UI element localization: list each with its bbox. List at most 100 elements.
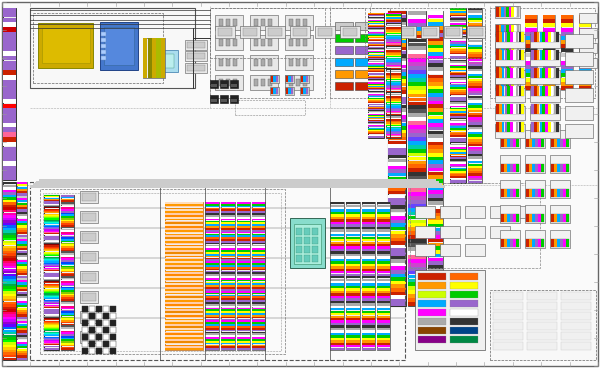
Bar: [377, 338, 390, 340]
Bar: [500, 155, 520, 173]
Bar: [535, 214, 538, 222]
Bar: [499, 68, 502, 78]
Bar: [386, 98, 401, 99]
Bar: [386, 125, 401, 126]
Bar: [166, 311, 203, 313]
Bar: [253, 280, 265, 282]
Bar: [17, 248, 27, 250]
Bar: [450, 87, 466, 89]
Bar: [61, 265, 74, 267]
Bar: [205, 259, 219, 261]
Bar: [166, 339, 203, 341]
Bar: [428, 123, 443, 127]
Bar: [469, 57, 482, 59]
Bar: [368, 106, 384, 107]
Bar: [410, 183, 540, 268]
Bar: [17, 308, 27, 310]
Bar: [166, 315, 203, 316]
Bar: [368, 29, 384, 30]
Bar: [362, 308, 374, 311]
Bar: [377, 254, 390, 256]
Bar: [526, 164, 529, 172]
Bar: [346, 335, 360, 337]
Bar: [469, 178, 482, 180]
Bar: [526, 57, 536, 61]
Bar: [265, 26, 285, 38]
Bar: [44, 201, 59, 202]
Bar: [44, 247, 59, 248]
Bar: [61, 290, 74, 292]
Bar: [469, 113, 482, 115]
Bar: [386, 50, 401, 52]
Bar: [495, 6, 520, 18]
Bar: [238, 204, 250, 206]
Bar: [386, 86, 401, 88]
Bar: [238, 250, 250, 252]
Bar: [80, 191, 98, 203]
Bar: [362, 313, 374, 315]
Bar: [331, 308, 344, 311]
Bar: [61, 297, 74, 299]
Bar: [17, 340, 27, 342]
Bar: [580, 82, 590, 86]
Bar: [61, 274, 74, 276]
Bar: [221, 234, 235, 235]
Bar: [238, 215, 250, 217]
Bar: [221, 324, 235, 326]
Bar: [531, 50, 559, 60]
Bar: [469, 28, 482, 30]
Bar: [368, 56, 384, 57]
Bar: [469, 49, 482, 52]
Bar: [469, 81, 482, 83]
Bar: [205, 335, 219, 337]
Bar: [362, 279, 374, 281]
Bar: [346, 313, 360, 315]
Bar: [17, 353, 27, 355]
Bar: [331, 296, 344, 298]
Bar: [388, 216, 406, 220]
Bar: [17, 200, 27, 202]
Bar: [386, 82, 401, 83]
Bar: [205, 261, 219, 263]
Bar: [562, 73, 572, 77]
Bar: [409, 290, 426, 294]
Bar: [368, 107, 384, 108]
Bar: [80, 291, 98, 303]
Bar: [386, 95, 401, 96]
Bar: [4, 258, 16, 261]
Bar: [268, 79, 272, 86]
Bar: [579, 43, 597, 53]
Bar: [450, 102, 466, 104]
Bar: [61, 237, 74, 239]
Bar: [388, 141, 406, 144]
Bar: [450, 71, 466, 73]
Bar: [469, 108, 482, 110]
Bar: [221, 217, 235, 219]
Bar: [565, 88, 593, 102]
Bar: [386, 35, 401, 36]
Bar: [205, 287, 219, 289]
Bar: [205, 289, 219, 291]
Bar: [152, 54, 174, 68]
Bar: [331, 254, 344, 256]
Bar: [221, 265, 235, 267]
Bar: [231, 84, 237, 87]
Bar: [346, 289, 360, 291]
Bar: [166, 258, 203, 259]
Bar: [450, 164, 466, 166]
Bar: [44, 284, 59, 285]
Bar: [368, 102, 384, 103]
Bar: [238, 270, 250, 272]
Bar: [221, 258, 235, 259]
Bar: [538, 164, 541, 172]
Bar: [61, 302, 74, 304]
Bar: [221, 248, 235, 250]
Bar: [388, 299, 406, 302]
Bar: [428, 131, 443, 134]
Bar: [388, 227, 406, 230]
Bar: [551, 86, 553, 96]
Bar: [362, 273, 374, 276]
Bar: [44, 241, 59, 242]
Bar: [166, 309, 203, 311]
Bar: [428, 224, 443, 227]
